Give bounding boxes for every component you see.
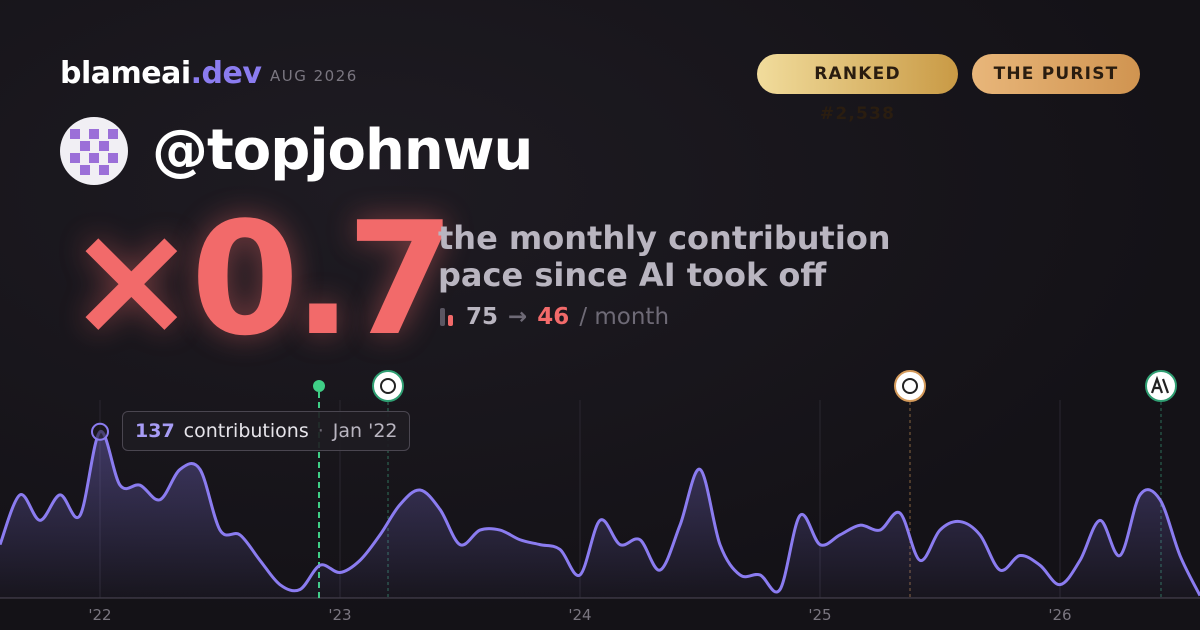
tooltip-value: 137	[135, 420, 175, 442]
x-tick-label: '25	[808, 606, 831, 624]
unit: / month	[579, 304, 670, 330]
x-tick-label: '22	[88, 606, 111, 624]
mini-bars	[440, 308, 453, 326]
rank-badge: RANKED #2,538	[757, 54, 958, 124]
before-value: 75	[466, 304, 499, 330]
tooltip-date: Jan '22	[332, 420, 398, 442]
persona-badge: THE PURIST	[972, 54, 1140, 94]
series-line	[0, 430, 1200, 597]
x-tick-label: '24	[568, 606, 591, 624]
brand: blameai.dev	[60, 56, 262, 91]
after-value: 46	[537, 304, 570, 330]
description: the monthly contribution	[438, 219, 891, 257]
brand-name: blameai	[60, 56, 191, 91]
event-markers	[313, 370, 1177, 598]
mini-bar	[440, 308, 445, 326]
multiplier: ×0.7	[66, 188, 455, 370]
stats: 75 → 46 / month	[438, 304, 669, 330]
identicon	[70, 129, 118, 175]
separator: ·	[317, 420, 324, 442]
handle: @topjohnwu	[152, 118, 533, 183]
brand-tld: .dev	[190, 56, 262, 91]
x-tick-label: '26	[1048, 606, 1071, 624]
mini-bar	[448, 314, 453, 326]
description: pace since AI took off	[438, 256, 827, 294]
arrow: →	[508, 304, 528, 330]
avatar	[60, 117, 128, 185]
x-tick-label: '23	[328, 606, 351, 624]
tooltip: 137 contributions · Jan '22	[122, 411, 410, 451]
highlight-point	[91, 422, 109, 441]
area-fill	[0, 431, 1200, 598]
tooltip-label: contributions	[183, 420, 309, 442]
period: AUG 2026	[270, 67, 358, 85]
